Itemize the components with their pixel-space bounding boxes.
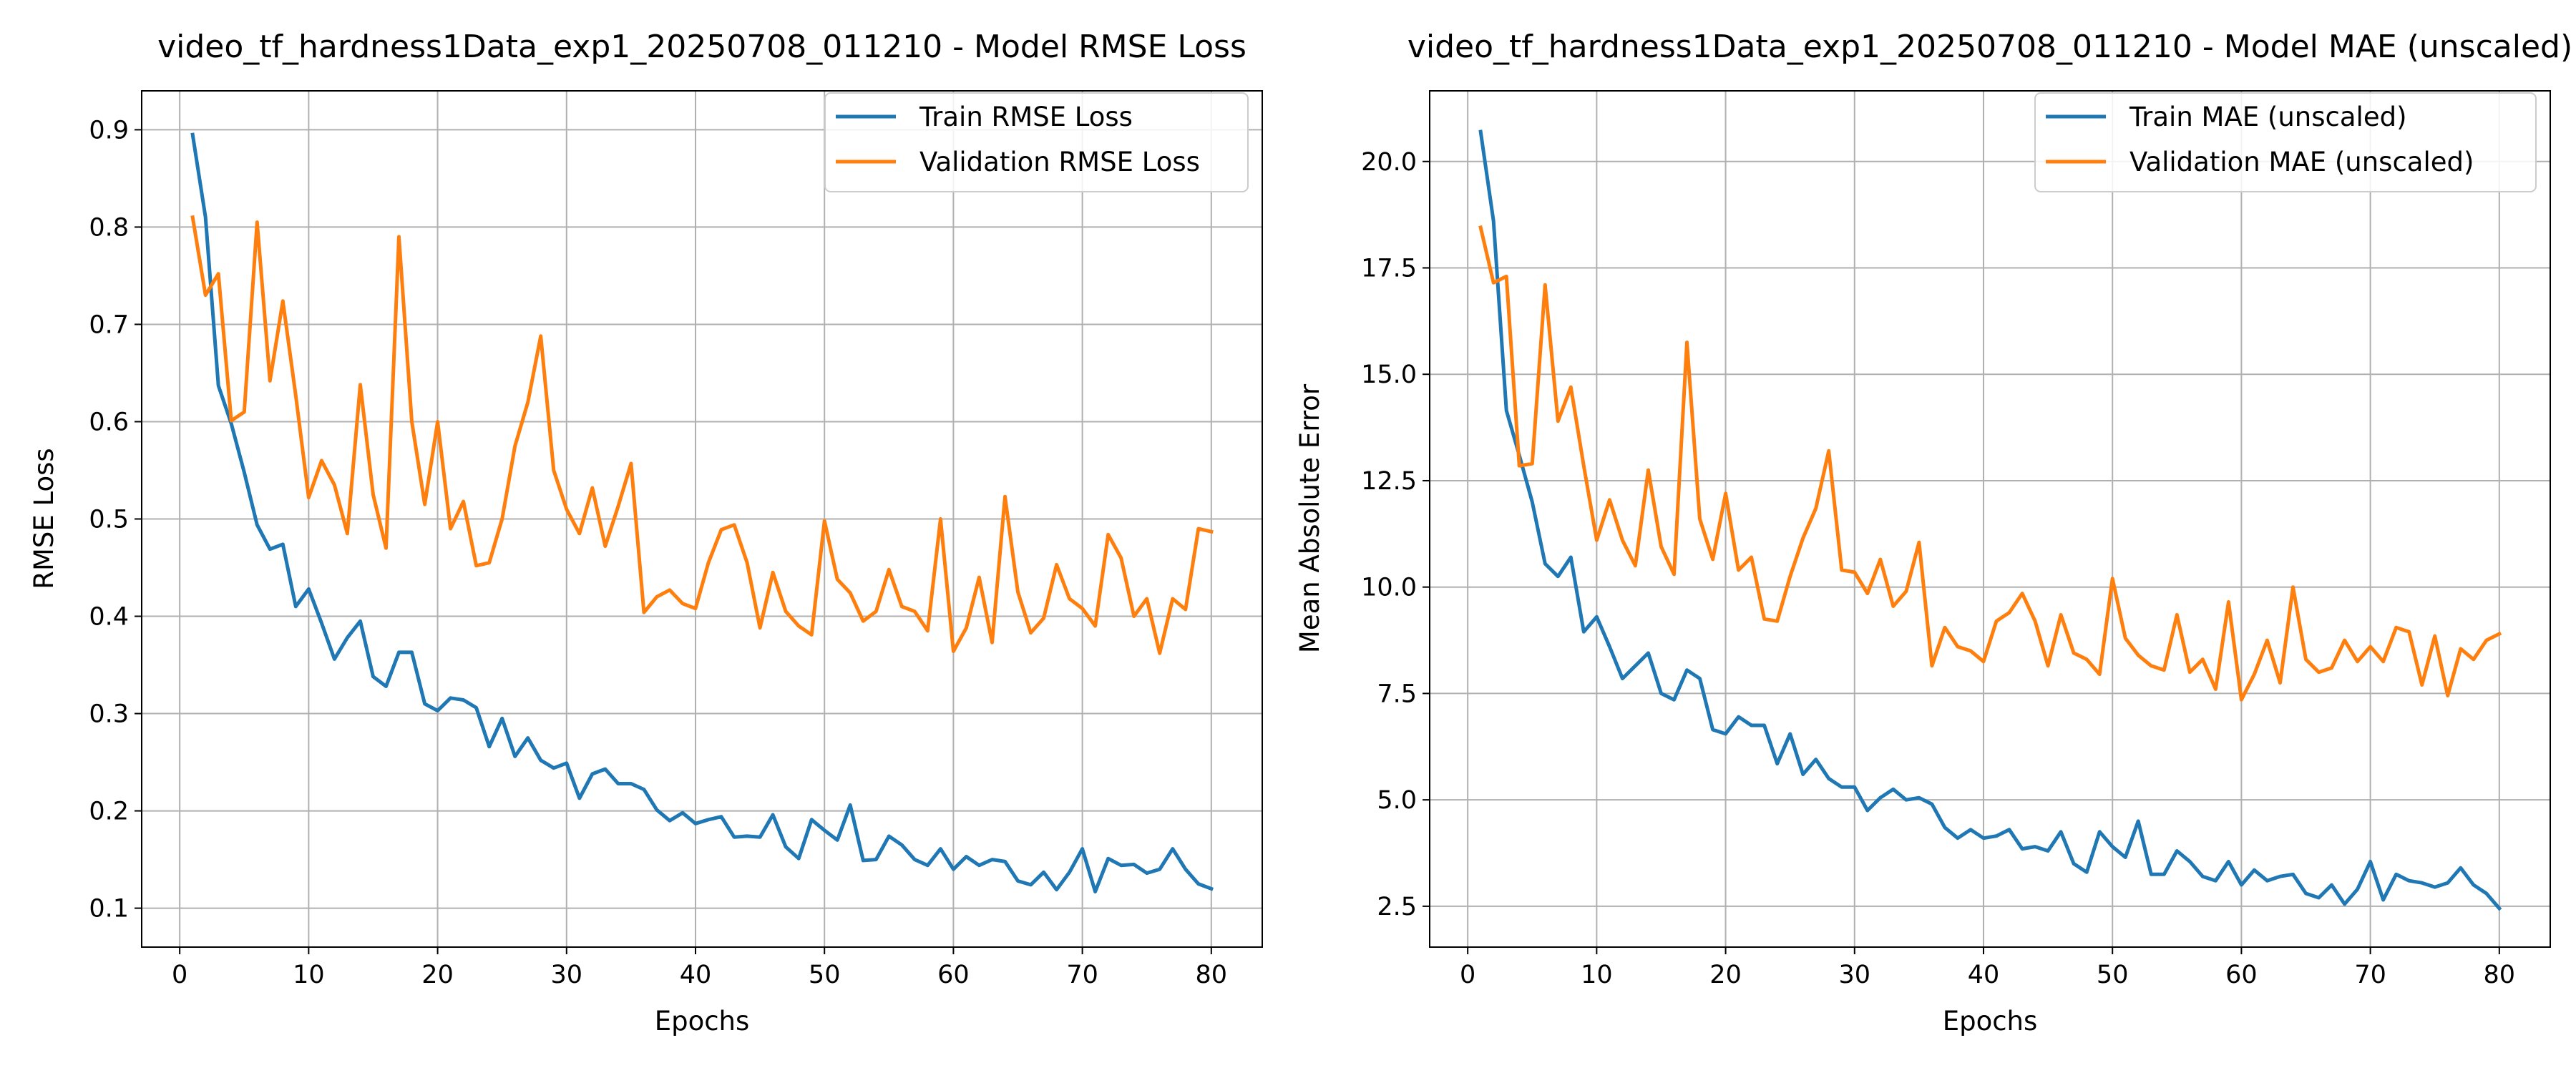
rmse-y-tick-label: 0.6 bbox=[89, 408, 129, 436]
mae-x-tick-label: 20 bbox=[1709, 961, 1742, 989]
mae-legend-box bbox=[2034, 92, 2537, 192]
rmse-y-tick-label: 0.9 bbox=[89, 116, 129, 144]
mae-x-tick-label: 40 bbox=[1968, 961, 2000, 989]
mae-x-tick-label: 0 bbox=[1460, 961, 1475, 989]
mae-grid bbox=[1430, 91, 2550, 947]
rmse-grid bbox=[142, 91, 1262, 947]
rmse-y-tick-label: 0.3 bbox=[89, 700, 129, 729]
mae-x-tick-label: 30 bbox=[1839, 961, 1871, 989]
rmse-x-tick-label: 10 bbox=[293, 961, 325, 989]
mae-x-tick-label: 80 bbox=[2484, 961, 2516, 989]
mae-x-tick-label: 60 bbox=[2225, 961, 2258, 989]
mae-y-tick-label: 12.5 bbox=[1361, 467, 1417, 496]
rmse-x-ticks: 0 10 20 30 40 50 60 70 80 bbox=[172, 947, 1227, 989]
rmse-x-tick-label: 50 bbox=[809, 961, 841, 989]
rmse-x-tick-label: 70 bbox=[1066, 961, 1098, 989]
rmse-legend-train-label: Train RMSE Loss bbox=[919, 102, 1133, 132]
mae-chart: 0 10 20 30 40 50 60 70 80 2.5 5.0 7.5 10.0 12.5 15.0 1… bbox=[1294, 29, 2572, 1037]
mae-chart-title: video_tf_hardness1Data_exp1_20250708_011… bbox=[1407, 29, 2572, 65]
mae-x-tick-label: 70 bbox=[2354, 961, 2386, 989]
rmse-y-tick-label: 0.2 bbox=[89, 798, 129, 826]
mae-validation-line bbox=[1478, 225, 2502, 702]
mae-x-tick-label: 10 bbox=[1581, 961, 1613, 989]
rmse-chart-title: video_tf_hardness1Data_exp1_20250708_011… bbox=[157, 29, 1246, 65]
rmse-x-tick-label: 80 bbox=[1196, 961, 1228, 989]
mae-x-tick-label: 50 bbox=[2097, 961, 2129, 989]
rmse-lines bbox=[190, 132, 1214, 893]
mae-y-tick-label: 15.0 bbox=[1361, 361, 1417, 389]
rmse-y-tick-label: 0.8 bbox=[89, 213, 129, 242]
rmse-y-tick-label: 0.5 bbox=[89, 506, 129, 534]
mae-y-tick-label: 5.0 bbox=[1377, 786, 1417, 815]
rmse-legend-box bbox=[824, 92, 1249, 192]
mae-y-ticks: 2.5 5.0 7.5 10.0 12.5 15.0 17.5 20.0 bbox=[1361, 148, 1430, 921]
mae-plot-frame bbox=[1429, 90, 2551, 948]
mae-lines bbox=[1478, 129, 2502, 911]
rmse-y-tick-label: 0.7 bbox=[89, 310, 129, 339]
mae-train-line bbox=[1478, 129, 2502, 911]
rmse-y-tick-label: 0.4 bbox=[89, 603, 129, 632]
rmse-legend-val-label: Validation RMSE Loss bbox=[919, 147, 1200, 177]
rmse-x-tick-label: 30 bbox=[551, 961, 583, 989]
mae-y-tick-label: 7.5 bbox=[1377, 680, 1417, 708]
mae-y-tick-label: 10.0 bbox=[1361, 574, 1417, 602]
rmse-legend: Train RMSE Loss Validation RMSE Loss bbox=[824, 92, 1249, 192]
mae-y-axis-label: Mean Absolute Error bbox=[1294, 383, 1325, 653]
rmse-x-tick-label: 20 bbox=[421, 961, 454, 989]
rmse-y-ticks: 0.1 0.2 0.3 0.4 0.5 0.6 0.7 0.8 0.9 bbox=[89, 116, 142, 923]
mae-y-tick-label: 20.0 bbox=[1361, 148, 1417, 177]
rmse-train-line bbox=[190, 132, 1214, 893]
rmse-x-tick-label: 40 bbox=[680, 961, 712, 989]
mae-y-tick-label: 2.5 bbox=[1377, 893, 1417, 921]
mae-x-ticks: 0 10 20 30 40 50 60 70 80 bbox=[1460, 947, 2515, 989]
mae-legend: Train MAE (unscaled) Validation MAE (uns… bbox=[2034, 92, 2537, 192]
mae-y-tick-label: 17.5 bbox=[1361, 254, 1417, 283]
rmse-x-tick-label: 60 bbox=[937, 961, 970, 989]
rmse-x-tick-label: 0 bbox=[172, 961, 187, 989]
rmse-validation-line bbox=[190, 215, 1214, 655]
rmse-loss-chart: 0 10 20 30 40 50 60 70 80 0.10.20.30.40.50.60.70… bbox=[29, 29, 1263, 1037]
mae-x-axis-label: Epochs bbox=[1943, 1006, 2038, 1037]
rmse-x-axis-label: Epochs bbox=[655, 1006, 750, 1037]
rmse-y-axis-label: RMSE Loss bbox=[29, 448, 59, 589]
rmse-y-tick-label: 0.1 bbox=[89, 895, 129, 923]
mae-legend-train-label: Train MAE (unscaled) bbox=[2129, 102, 2407, 132]
mae-legend-val-label: Validation MAE (unscaled) bbox=[2129, 147, 2474, 177]
